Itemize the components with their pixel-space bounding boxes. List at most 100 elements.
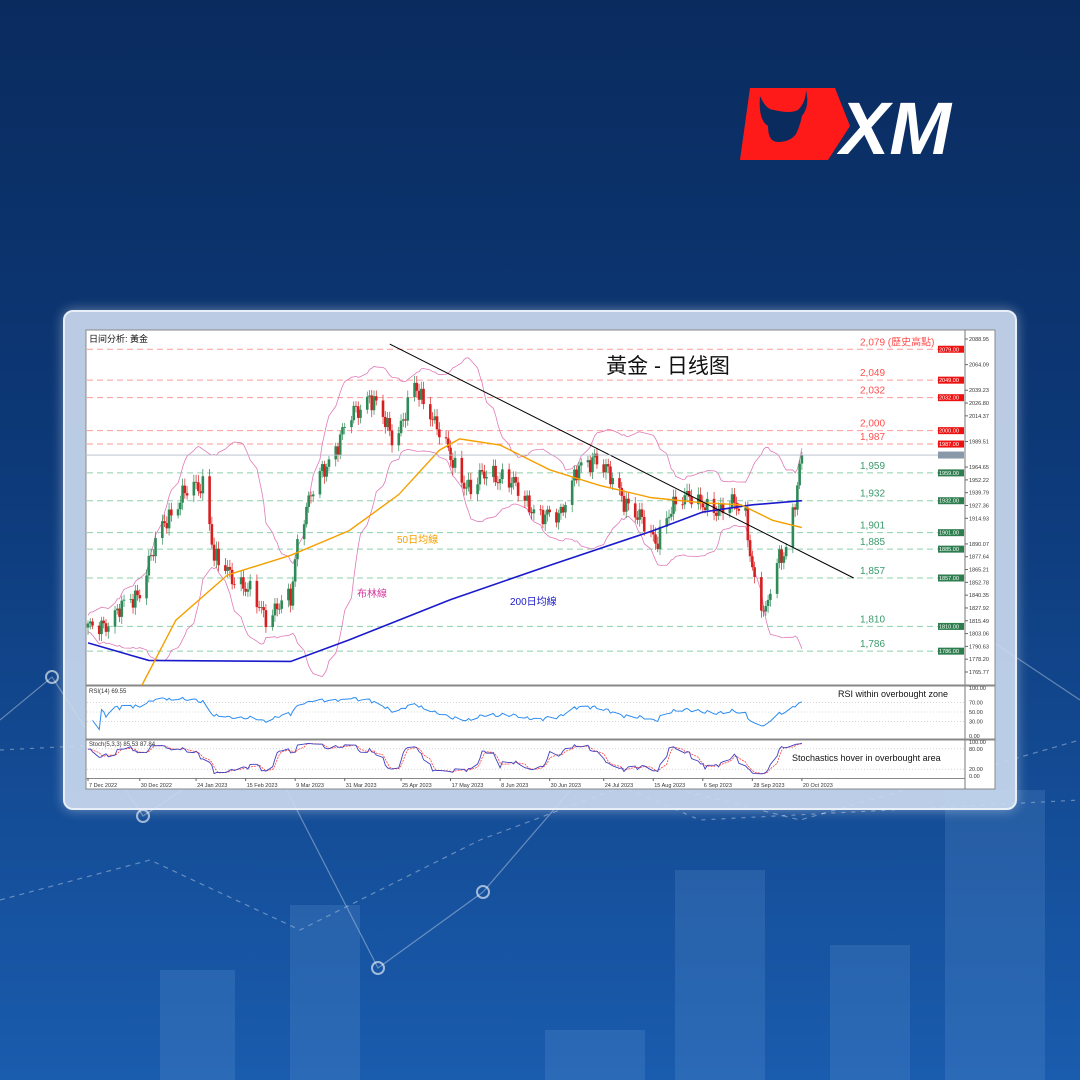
candle-down (712, 498, 716, 514)
candle-down (449, 447, 452, 460)
stoch-tick-label: 20.00 (969, 767, 983, 773)
candle-up (798, 463, 801, 486)
y-tick-label: 1877.64 (969, 555, 989, 561)
rsi-annotation: RSI within overbought zone (838, 689, 948, 699)
candle-down (374, 396, 378, 401)
candle-down (735, 502, 738, 509)
candle-down (793, 507, 797, 510)
candle-up (525, 495, 529, 501)
level-label: 1,810 (860, 614, 885, 625)
candle-up (133, 590, 137, 608)
y-tick-label: 1914.93 (969, 516, 989, 522)
candle-down (390, 430, 394, 446)
candle-down (737, 508, 741, 511)
current-price-tag (938, 451, 964, 459)
stochastic-annotation: Stochastics hover in overbought area (792, 753, 941, 763)
candle-up (129, 599, 133, 600)
candle-down (609, 466, 612, 485)
level-price-tag (938, 574, 964, 582)
stoch-k-line (87, 742, 803, 775)
rsi-tick-label: 50.00 (969, 710, 983, 716)
candle-down (602, 464, 606, 473)
candle-up (586, 460, 590, 463)
downtrend-line (389, 343, 854, 579)
candle-down (606, 464, 610, 467)
candle-up (338, 434, 342, 456)
x-tick-label: 20 Oct 2023 (803, 783, 833, 789)
candle-down (388, 418, 392, 431)
candle-down (102, 620, 106, 624)
candle-down (131, 599, 135, 608)
candle-down (514, 476, 518, 483)
level-label: 1,987 (860, 432, 885, 443)
x-tick-label: 24 Jul 2023 (605, 783, 633, 789)
candle-up (501, 469, 504, 480)
candle-up (239, 577, 243, 585)
candle-up (334, 446, 338, 460)
candle-down (210, 524, 214, 545)
candle-up (465, 487, 468, 489)
candle-down (415, 382, 419, 391)
candle-down (699, 494, 702, 503)
level-label: 1,786 (860, 639, 885, 650)
candle-down (185, 493, 189, 496)
bollinger-upper-band (87, 357, 803, 616)
level-label: 1,885 (860, 537, 885, 548)
level-price-tag-text: 1987.00 (939, 442, 959, 448)
candle-up (498, 479, 502, 484)
candle-up (532, 509, 536, 514)
candle-down (242, 577, 245, 589)
candle-down (748, 540, 752, 557)
candle-up (192, 481, 196, 496)
candle-down (356, 406, 360, 418)
candle-down (228, 566, 232, 570)
candle-down (555, 512, 558, 523)
candle-down (462, 482, 466, 489)
candle-up (161, 521, 164, 539)
candle-down (194, 481, 198, 483)
rsi-line (92, 696, 803, 731)
candle-down (780, 549, 783, 563)
candle-up (730, 494, 734, 508)
candle-up (307, 495, 310, 507)
candle-down (588, 460, 592, 473)
candle-up (638, 509, 642, 520)
candle-down (642, 516, 646, 532)
candle-up (557, 513, 560, 523)
x-tick-label: 30 Dec 2022 (141, 783, 172, 789)
candle-up (149, 555, 153, 557)
x-tick-label: 17 May 2023 (452, 783, 484, 789)
candle-up (685, 490, 689, 496)
candle-down (640, 509, 644, 517)
candle-down (541, 509, 545, 525)
candle-down (762, 610, 765, 612)
candle-up (624, 498, 628, 512)
candle-down (746, 507, 750, 541)
candle-down (104, 623, 108, 632)
candle-up (260, 607, 263, 608)
candle-up (201, 476, 205, 494)
stoch-tick-label: 100.00 (969, 740, 986, 746)
level-price-tag-text: 1932.00 (939, 499, 959, 505)
candle-up (728, 507, 732, 514)
x-tick-label: 25 Apr 2023 (402, 783, 432, 789)
candle-down (760, 577, 763, 611)
y-tick-label: 1778.20 (969, 657, 989, 663)
level-price-tag-text: 1786.00 (939, 649, 959, 655)
level-price-tag (938, 647, 964, 655)
candle-up (769, 593, 772, 600)
candle-down (183, 485, 187, 494)
candle-down (494, 465, 497, 483)
y-tick-label: 1927.36 (969, 504, 989, 510)
y-tick-label: 1890.07 (969, 542, 989, 548)
rsi-tick-label: 30.00 (969, 720, 983, 726)
candle-down (733, 494, 736, 503)
level-label: 1,901 (860, 521, 885, 532)
candle-up (665, 518, 669, 527)
candle-up (778, 549, 781, 564)
candle-down (289, 588, 292, 606)
candle-down (224, 565, 227, 571)
y-tick-label: 1952.22 (969, 478, 989, 484)
candle-up (271, 615, 274, 628)
candle-down (118, 608, 121, 617)
